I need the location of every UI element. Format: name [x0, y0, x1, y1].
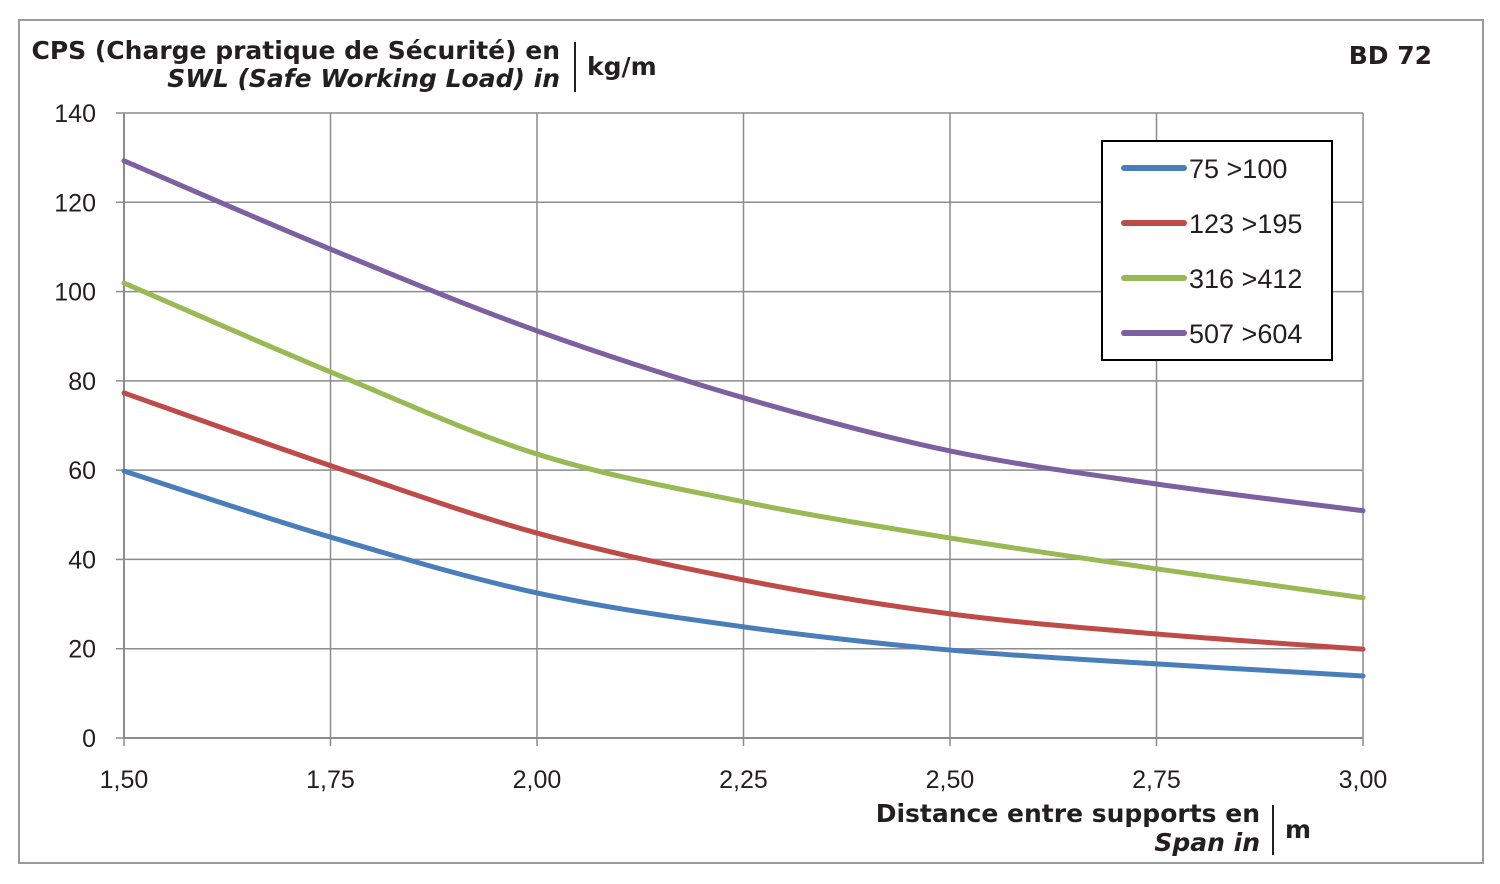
x-tick-label: 1,75	[306, 766, 355, 794]
legend-label-0: 75 >100	[1189, 154, 1287, 184]
tick-labels: 0 20 40 60 80 100 120 140 1,50 1,75 2,00 2,25 2,50 2,…	[54, 100, 1387, 794]
x-title-line1: Distance entre supports en	[876, 799, 1260, 828]
x-tick-label: 3,00	[1339, 766, 1388, 794]
y-tick-label: 140	[54, 100, 96, 128]
legend-label-3: 507 >604	[1189, 319, 1302, 349]
legend-label-2: 316 >412	[1189, 264, 1302, 294]
x-unit: m	[1285, 815, 1311, 844]
y-unit: kg/m	[587, 52, 657, 81]
x-tick-label: 2,50	[926, 766, 975, 794]
y-tick-label: 60	[68, 457, 96, 485]
grid	[116, 112, 1364, 746]
y-tick-label: 120	[54, 189, 96, 217]
y-title-line1: CPS (Charge pratique de Sécurité) en	[32, 36, 561, 65]
legend-label-1: 123 >195	[1189, 209, 1302, 239]
x-tick-label: 2,75	[1132, 766, 1181, 794]
y-tick-label: 40	[68, 546, 96, 574]
x-title-line2: Span in	[1154, 828, 1260, 857]
y-tick-label: 100	[54, 279, 96, 307]
legend-box	[1101, 140, 1333, 361]
y-tick-label: 80	[68, 368, 96, 396]
y-tick-label: 20	[68, 636, 96, 664]
y-title-line2: SWL (Safe Working Load) in	[167, 64, 560, 93]
y-tick-label: 0	[82, 725, 96, 753]
series-lines	[121, 158, 1366, 679]
x-tick-label: 1,50	[100, 766, 149, 794]
legend: 75 >100 123 >195 316 >412 507 >604	[1101, 140, 1333, 361]
x-tick-label: 2,00	[513, 766, 562, 794]
chart-tag: BD 72	[1349, 41, 1432, 70]
x-tick-label: 2,25	[719, 766, 768, 794]
